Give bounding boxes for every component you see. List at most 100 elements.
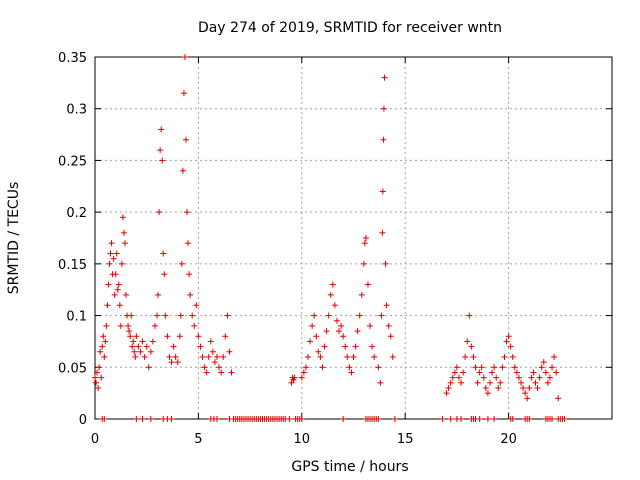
- y-tick-label: 0.35: [58, 51, 87, 66]
- data-point: [186, 271, 193, 278]
- data-point: [482, 384, 489, 391]
- data-point: [540, 359, 547, 366]
- grid-lines: [95, 57, 612, 419]
- data-point: [478, 364, 485, 371]
- y-tick-label: 0: [79, 413, 87, 428]
- data-point: [166, 353, 173, 360]
- data-point: [98, 374, 105, 381]
- data-point: [383, 302, 390, 309]
- data-point: [538, 364, 545, 371]
- data-point: [515, 374, 522, 381]
- data-point: [158, 126, 165, 133]
- data-point: [189, 312, 196, 319]
- data-point: [115, 281, 122, 288]
- data-point: [101, 353, 108, 360]
- chart-title: Day 274 of 2019, SRMTID for receiver wnt…: [198, 20, 502, 36]
- data-point: [317, 353, 324, 360]
- data-point: [553, 369, 560, 376]
- data-point: [509, 353, 516, 360]
- data-point: [495, 384, 502, 391]
- data-point: [131, 348, 138, 355]
- data-point: [352, 343, 359, 350]
- data-point: [121, 240, 128, 247]
- data-point: [111, 291, 118, 298]
- data-point: [155, 291, 162, 298]
- data-point: [509, 416, 516, 422]
- data-point: [218, 369, 225, 376]
- data-point: [94, 369, 101, 376]
- data-point: [93, 379, 100, 386]
- data-point: [532, 379, 539, 386]
- data-point: [361, 240, 368, 247]
- data-point: [151, 322, 158, 329]
- data-point: [97, 348, 104, 355]
- data-point: [187, 291, 194, 298]
- y-axis-label: SRMTID / TECUs: [6, 182, 22, 295]
- data-point: [466, 312, 473, 319]
- data-point: [493, 374, 500, 381]
- data-point: [445, 384, 452, 391]
- data-point: [106, 260, 113, 267]
- data-point: [130, 338, 137, 345]
- data-point: [530, 369, 537, 376]
- data-point: [489, 369, 496, 376]
- data-point: [375, 364, 382, 371]
- data-point: [389, 353, 396, 360]
- data-point: [476, 369, 483, 376]
- data-point: [127, 333, 134, 340]
- data-point: [228, 369, 235, 376]
- data-point: [102, 338, 109, 345]
- data-point: [162, 312, 169, 319]
- data-point: [491, 364, 498, 371]
- data-point: [336, 328, 343, 335]
- data-point: [497, 379, 504, 386]
- data-point: [460, 369, 467, 376]
- data-point: [178, 260, 185, 267]
- data-point: [313, 333, 320, 340]
- data-point: [458, 379, 465, 386]
- data-point: [464, 338, 471, 345]
- data-point: [160, 250, 167, 257]
- data-point: [141, 353, 148, 360]
- data-point: [216, 364, 223, 371]
- data-point: [385, 322, 392, 329]
- data-point: [220, 353, 227, 360]
- data-point: [214, 353, 221, 360]
- data-point: [168, 416, 175, 422]
- data-point: [526, 384, 533, 391]
- data-point: [323, 328, 330, 335]
- data-point: [147, 416, 154, 422]
- data-point: [222, 333, 229, 340]
- data-point: [224, 312, 231, 319]
- data-point: [447, 379, 454, 386]
- data-point: [177, 312, 184, 319]
- data-point: [205, 353, 212, 360]
- data-point: [484, 416, 491, 422]
- data-point: [472, 364, 479, 371]
- data-point: [364, 281, 371, 288]
- data-point: [101, 416, 108, 422]
- data-point: [544, 379, 551, 386]
- data-point: [199, 353, 206, 360]
- data-point: [185, 240, 192, 247]
- data-point: [451, 369, 458, 376]
- data-point: [203, 369, 210, 376]
- data-point: [536, 374, 543, 381]
- data-point: [546, 374, 553, 381]
- data-point: [133, 333, 140, 340]
- data-point: [470, 353, 477, 360]
- data-point: [191, 322, 198, 329]
- data-point: [172, 353, 179, 360]
- data-point: [126, 328, 133, 335]
- data-point: [95, 384, 102, 391]
- data-point: [484, 390, 491, 397]
- data-point: [176, 333, 183, 340]
- data-point: [486, 379, 493, 386]
- data-point: [161, 271, 168, 278]
- data-point: [96, 364, 103, 371]
- data-point: [113, 250, 120, 257]
- data-point: [542, 369, 549, 376]
- data-point: [325, 312, 332, 319]
- data-point: [458, 416, 465, 422]
- data-point: [103, 322, 110, 329]
